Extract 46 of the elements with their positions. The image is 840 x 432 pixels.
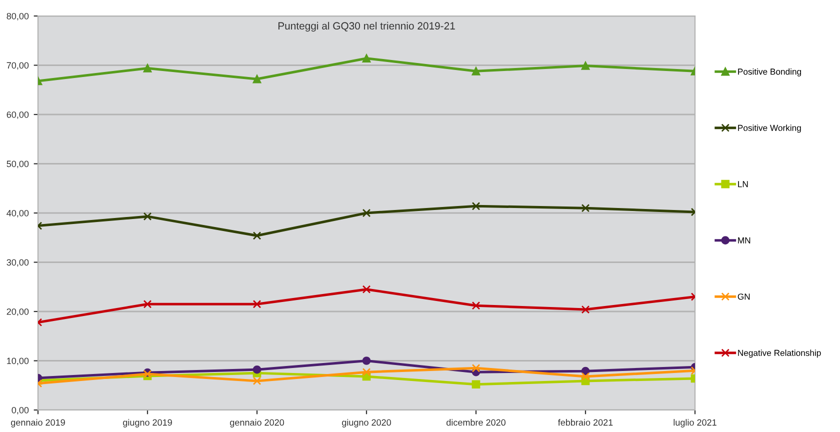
point xyxy=(581,204,590,212)
point xyxy=(362,208,371,218)
point xyxy=(362,368,371,376)
point xyxy=(252,365,262,374)
x-tick-label: giugno 2019 xyxy=(123,419,172,428)
y-tick-label: 0,00 xyxy=(12,406,29,414)
point xyxy=(362,54,371,63)
point xyxy=(472,364,480,372)
point xyxy=(143,64,152,72)
point xyxy=(252,300,262,308)
y-tick-label: 40,00 xyxy=(6,210,29,218)
y-tick-label: 80,00 xyxy=(6,12,29,20)
legend-label: Negative Relationship xyxy=(738,350,821,358)
x-tick-label: luglio 2021 xyxy=(674,419,716,428)
x-tick-label: giugno 2020 xyxy=(342,419,391,428)
x-tick-label: dicembre 2020 xyxy=(446,419,506,426)
legend-label: LN xyxy=(738,181,748,188)
point xyxy=(252,376,262,386)
point xyxy=(252,74,262,84)
legend-label: Positive Working xyxy=(738,124,801,133)
point xyxy=(581,62,590,70)
legend-label: Positive Bonding xyxy=(738,68,802,76)
text: Punteggi al GQ30 nel triennio 2019-21 xyxy=(278,22,455,32)
point xyxy=(472,202,480,210)
y-tick-label: 70,00 xyxy=(6,62,29,70)
point xyxy=(362,285,371,294)
point xyxy=(581,372,590,381)
point xyxy=(143,300,152,308)
y-tick-label: 10,00 xyxy=(7,358,29,366)
point xyxy=(362,356,371,365)
x-tick-label: gennaio 2019 xyxy=(11,419,65,428)
y-tick-label: 30,00 xyxy=(6,259,29,267)
y-tick-label: 60,00 xyxy=(6,111,29,119)
y-tick-label: 20,00 xyxy=(6,308,29,316)
legend-label: GN xyxy=(738,294,750,300)
legend-label: MN xyxy=(738,237,750,244)
y-tick-label: 50,00 xyxy=(6,160,29,168)
point xyxy=(581,305,590,314)
point xyxy=(581,366,590,376)
point xyxy=(252,231,262,240)
point xyxy=(472,66,480,76)
point xyxy=(472,380,480,389)
x-tick-label: gennaio 2020 xyxy=(230,419,284,428)
point xyxy=(143,212,152,221)
x-tick-label: febbraio 2021 xyxy=(558,419,613,426)
point xyxy=(472,301,480,310)
